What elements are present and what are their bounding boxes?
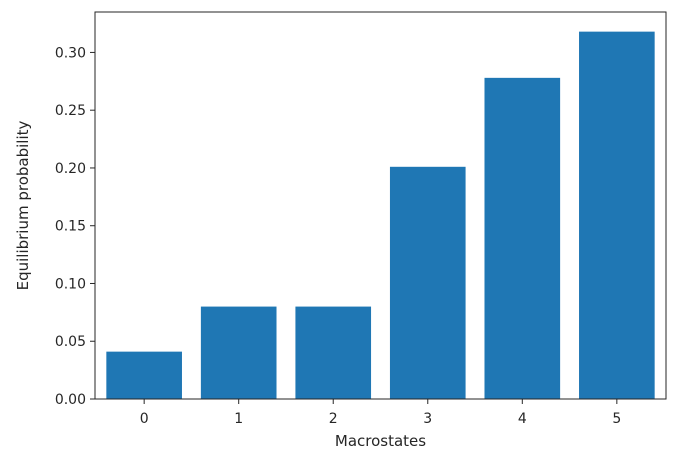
bar-1 (200, 306, 277, 399)
x-axis-label: Macrostates (335, 432, 426, 450)
ticks-layer: 0 1 2 3 4 5 0.00 0.05 0.10 0.15 0.20 0.25 0.30 (55, 45, 621, 427)
y-axis-label: Equilibrium probability (14, 120, 32, 290)
bar-3 (389, 166, 466, 399)
y-tick-label-2: 0.10 (55, 276, 86, 292)
bar-0 (106, 351, 182, 399)
y-tick-label-4: 0.20 (55, 161, 86, 177)
y-tick-label-5: 0.25 (55, 103, 86, 119)
x-tick-label-3: 3 (423, 411, 432, 427)
bar-2 (295, 306, 372, 399)
bar-5 (579, 31, 655, 399)
bars-layer (106, 31, 655, 399)
x-tick-label-4: 4 (518, 411, 527, 427)
x-tick-label-1: 1 (234, 411, 243, 427)
x-tick-label-2: 2 (329, 411, 338, 427)
y-tick-label-6: 0.30 (55, 45, 86, 61)
y-tick-label-0: 0.00 (55, 392, 86, 408)
y-tick-label-1: 0.05 (55, 334, 86, 350)
x-tick-label-5: 5 (612, 411, 621, 427)
x-tick-label-0: 0 (140, 411, 149, 427)
y-tick-label-3: 0.15 (55, 219, 86, 235)
bar-4 (484, 77, 561, 399)
plot-frame (94, 11, 667, 400)
